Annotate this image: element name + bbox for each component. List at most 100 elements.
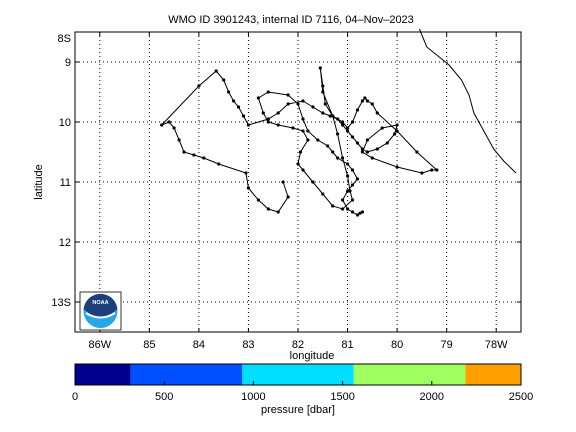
track-point-78 [306, 138, 310, 142]
track-point-5 [246, 186, 250, 190]
track-point-27 [311, 105, 315, 109]
track-point-56 [355, 108, 360, 112]
track-point-36 [365, 150, 369, 154]
track-point-104 [360, 210, 364, 214]
track-point-101 [350, 210, 355, 214]
track-point-49 [415, 150, 419, 154]
track-point-14 [160, 123, 164, 127]
track-point-45 [395, 165, 399, 169]
track-point-68 [346, 174, 350, 178]
track-point-25 [286, 102, 290, 106]
track-point-65 [331, 114, 335, 118]
track-point-58 [346, 126, 350, 130]
colorbar-tick-label-4: 2000 [420, 391, 444, 403]
coastline [418, 28, 517, 174]
y-tick-label-4: 13S [51, 297, 71, 309]
track-point-21 [241, 114, 246, 118]
track-point-57 [350, 120, 355, 124]
track-point-94 [346, 162, 350, 166]
track-point-32 [346, 129, 350, 133]
colorbar-ticks: 0 500 1000 1500 2000 2500 [72, 381, 533, 403]
track-point-35 [360, 147, 364, 151]
track-point-66 [336, 132, 340, 136]
track-point-103 [358, 211, 362, 215]
colorbar-tick-label-3: 1500 [330, 391, 354, 403]
track-point-59 [341, 120, 345, 124]
track-point-53 [365, 99, 369, 103]
track-point-33 [350, 135, 355, 139]
track-point-26 [301, 99, 305, 103]
track-point-43 [360, 150, 364, 154]
track-point-29 [328, 114, 332, 118]
y-tick-label-corner: 8S [58, 33, 71, 45]
track-point-75 [301, 168, 305, 172]
track-point-63 [318, 66, 322, 70]
track-point-80 [291, 126, 295, 130]
track-point-9 [192, 153, 196, 157]
track-point-44 [370, 156, 374, 160]
track-point-0 [281, 180, 285, 184]
track-point-70 [350, 198, 355, 202]
track-point-89 [306, 129, 310, 133]
track-point-54 [363, 96, 367, 100]
y-tick-label-1: 10 [59, 117, 71, 129]
track-point-55 [360, 99, 364, 103]
track-point-93 [336, 156, 340, 160]
track-point-30 [336, 117, 340, 121]
track-point-102 [355, 213, 360, 217]
track-point-85 [266, 90, 270, 94]
track-point-82 [266, 120, 270, 124]
track-point-18 [227, 90, 231, 94]
track-point-23 [266, 117, 270, 121]
y-tick-label-3: 12 [59, 237, 71, 249]
track-point-11 [177, 138, 181, 142]
x-tick-label-8: 78W [485, 339, 508, 351]
track-point-79 [301, 129, 305, 133]
colorbar [75, 364, 521, 385]
track-point-73 [321, 192, 325, 196]
track-point-6 [244, 171, 248, 175]
colorbar-border [74, 363, 522, 386]
track-point-19 [232, 99, 236, 103]
track-point-46 [420, 171, 424, 175]
track-point-48 [435, 168, 439, 172]
track-point-37 [375, 147, 379, 151]
track-point-90 [316, 138, 320, 142]
track-point-64 [321, 90, 325, 94]
track-point-61 [323, 102, 327, 106]
track-point-41 [380, 126, 384, 130]
colorbar-segment-4 [465, 364, 521, 385]
track-point-12 [172, 126, 176, 130]
x-tick-label-0: 86W [88, 339, 111, 351]
track-point-40 [395, 123, 399, 127]
track-point-8 [202, 156, 206, 160]
track-point-38 [385, 141, 389, 145]
x-tick-label-4: 82 [292, 339, 304, 351]
colorbar-segment-1 [130, 364, 243, 385]
track-point-51 [375, 111, 379, 115]
track-point-39 [393, 132, 397, 136]
x-tick-label-2: 84 [193, 339, 205, 351]
track-point-71 [341, 207, 345, 211]
x-axis-ticks: 86W 85 84 83 82 81 80 79 78W [88, 32, 508, 351]
plot-border [74, 31, 522, 333]
track-point-72 [331, 204, 335, 208]
colorbar-label: pressure [dbar] [261, 404, 335, 416]
track-point-81 [276, 123, 280, 127]
track-point-69 [348, 189, 352, 193]
x-tick-label-6: 80 [391, 339, 403, 351]
y-axis-label: latitude [33, 164, 45, 199]
colorbar-tick-label-2: 1000 [241, 391, 265, 403]
colorbar-segment-0 [75, 364, 131, 385]
track-point-76 [296, 162, 300, 166]
track-point-4 [256, 198, 260, 202]
x-tick-label-5: 81 [341, 339, 353, 351]
coastline-line [418, 28, 517, 174]
track-point-67 [341, 156, 345, 160]
track-point-77 [298, 150, 303, 154]
track-point-15 [197, 84, 201, 88]
track-point-16 [214, 69, 218, 73]
track-point-31 [341, 123, 345, 127]
x-tick-label-1: 85 [143, 339, 155, 351]
track-point-47 [430, 168, 434, 172]
